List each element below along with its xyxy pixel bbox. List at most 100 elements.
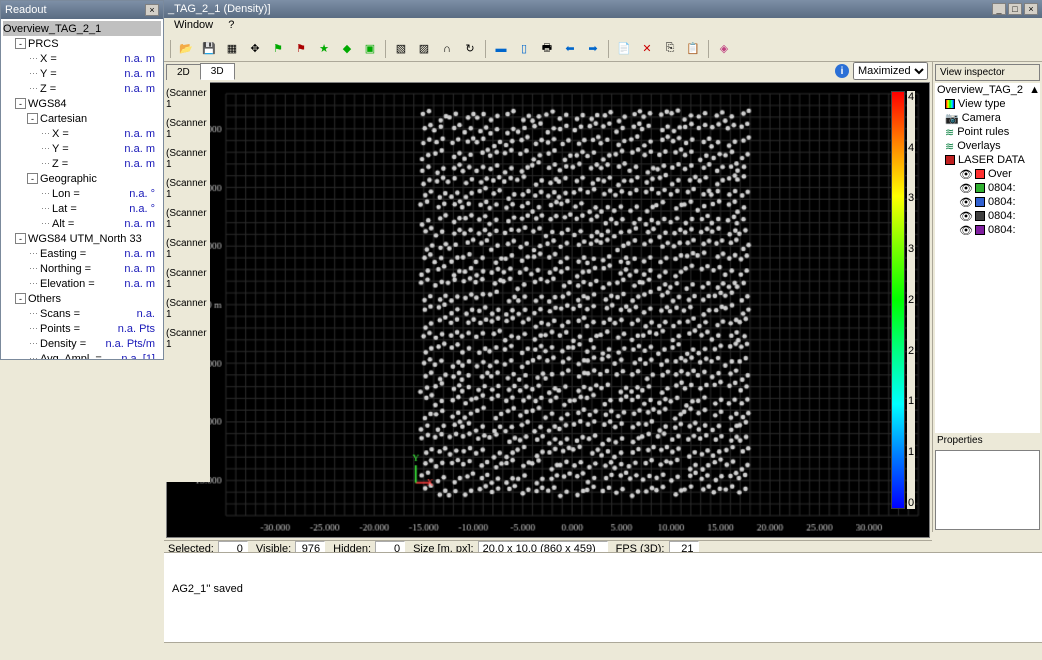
tree-label: WGS84 UTM_North 33 xyxy=(28,233,142,245)
tree-label: Others xyxy=(28,293,61,305)
info-icon[interactable]: i xyxy=(835,64,849,78)
tb-tool1-icon[interactable]: ◆ xyxy=(337,39,357,59)
tree-row[interactable]: -PRCS xyxy=(3,36,161,51)
tree-row[interactable]: ⋯X =n.a. m xyxy=(3,51,161,66)
inspector-item[interactable]: 📷Camera xyxy=(935,111,1040,125)
tree-row[interactable]: ⋯Easting =n.a. m xyxy=(3,246,161,261)
scanner-item[interactable]: (Scanner 1 xyxy=(164,82,210,112)
tree-row[interactable]: ⋯Z =n.a. m xyxy=(3,156,161,171)
tb-chart2-icon[interactable]: ▨ xyxy=(414,39,434,59)
tb-next-icon[interactable]: ➡ xyxy=(583,39,603,59)
tree-row[interactable]: ⋯Y =n.a. m xyxy=(3,66,161,81)
tb-win1-icon[interactable]: ▬ xyxy=(491,39,511,59)
tb-win2-icon[interactable]: ▯ xyxy=(514,39,534,59)
log-panel: AG2_1'' saved xyxy=(164,552,1042,642)
tree-row[interactable]: ⋯Y =n.a. m xyxy=(3,141,161,156)
tree-row[interactable]: ⋯Points =n.a. Pts xyxy=(3,321,161,336)
readout-header[interactable]: Overview_TAG_2_1 xyxy=(3,21,161,36)
inspector-child[interactable]: 👁0804: xyxy=(935,223,1040,237)
colorbar-tick: 4 xyxy=(908,142,914,154)
tree-row[interactable]: ⋯Density =n.a. Pts/m xyxy=(3,336,161,351)
tree-label: Avg. Ampl. = xyxy=(40,353,102,360)
expand-icon[interactable]: - xyxy=(27,113,38,124)
inspector-child[interactable]: 👁Over xyxy=(935,167,1040,181)
tab-2d[interactable]: 2D xyxy=(166,64,201,80)
scanner-item[interactable]: (Scanner 1 xyxy=(164,202,210,232)
tree-row[interactable]: ⋯Elevation =n.a. m xyxy=(3,276,161,291)
scanner-item[interactable]: (Scanner 1 xyxy=(164,262,210,292)
inspector-item[interactable]: LASER DATA xyxy=(935,153,1040,167)
inspector-child[interactable]: 👁0804: xyxy=(935,195,1040,209)
3d-canvas[interactable]: 443322110 xyxy=(166,82,930,538)
colorbar: 443322110 xyxy=(891,91,921,509)
main-close-btn[interactable]: × xyxy=(1024,3,1038,15)
tb-help-icon[interactable]: ◈ xyxy=(714,39,734,59)
tree-row[interactable]: ⋯Northing =n.a. m xyxy=(3,261,161,276)
inspector-item[interactable]: ≋Overlays xyxy=(935,139,1040,153)
tb-save-icon[interactable]: 💾 xyxy=(199,39,219,59)
tb-refresh-icon[interactable]: ↻ xyxy=(460,39,480,59)
tree-row[interactable]: ⋯Lat =n.a. ° xyxy=(3,201,161,216)
tb-open-icon[interactable]: 📂 xyxy=(176,39,196,59)
expand-icon[interactable]: - xyxy=(15,233,26,244)
tree-row[interactable]: -WGS84 UTM_North 33 xyxy=(3,231,161,246)
tree-value: n.a. ° xyxy=(129,203,161,215)
tb-star-icon[interactable]: ★ xyxy=(314,39,334,59)
tree-row[interactable]: ⋯Z =n.a. m xyxy=(3,81,161,96)
tree-row[interactable]: ⋯Avg. Ampl. =n.a. [1] xyxy=(3,351,161,359)
expand-icon[interactable]: - xyxy=(15,293,26,304)
scanner-item[interactable]: (Scanner 1 xyxy=(164,112,210,142)
tree-value: n.a. m xyxy=(124,83,161,95)
colorbar-ticks: 443322110 xyxy=(907,91,915,509)
inspector-item[interactable]: ≋Point rules xyxy=(935,125,1040,139)
readout-close-btn[interactable]: × xyxy=(145,4,159,16)
tb-prev-icon[interactable]: ⬅ xyxy=(560,39,580,59)
tree-value: n.a. ° xyxy=(129,188,161,200)
colorbar-tick: 1 xyxy=(908,395,914,407)
tb-paste-icon[interactable]: 📋 xyxy=(683,39,703,59)
tb-tool2-icon[interactable]: ▣ xyxy=(360,39,380,59)
tb-flag-green-icon[interactable]: ⚑ xyxy=(268,39,288,59)
tree-row[interactable]: -WGS84 xyxy=(3,96,161,111)
tb-doc-icon[interactable]: 📄 xyxy=(614,39,634,59)
scanner-item[interactable]: (Scanner 1 xyxy=(164,142,210,172)
scanner-item[interactable]: (Scanner 1 xyxy=(164,292,210,322)
expand-icon[interactable]: - xyxy=(15,98,26,109)
scanner-item[interactable]: (Scanner 1 xyxy=(164,172,210,202)
tb-copy-icon[interactable]: ⎘ xyxy=(660,39,680,59)
tree-row[interactable]: ⋯Scans =n.a. xyxy=(3,306,161,321)
inspector-root[interactable]: Overview_TAG_2▲ xyxy=(935,83,1040,97)
inspector-child[interactable]: 👁0804: xyxy=(935,181,1040,195)
tb-delete-icon[interactable]: ✕ xyxy=(637,39,657,59)
inspector-child[interactable]: 👁0804: xyxy=(935,209,1040,223)
menu-help[interactable]: ? xyxy=(222,17,240,33)
tree-value: n.a. xyxy=(137,308,161,320)
scanner-item[interactable]: (Scanner 1 xyxy=(164,232,210,262)
tb-flag-red-icon[interactable]: ⚑ xyxy=(291,39,311,59)
tree-row[interactable]: -Others xyxy=(3,291,161,306)
tree-value: n.a. Pts/m xyxy=(105,338,161,350)
scanner-item[interactable]: (Scanner 1 xyxy=(164,322,210,352)
tree-row[interactable]: ⋯Lon =n.a. ° xyxy=(3,186,161,201)
main-min-btn[interactable]: _ xyxy=(992,3,1006,15)
tree-row[interactable]: -Geographic xyxy=(3,171,161,186)
expand-icon[interactable]: - xyxy=(15,38,26,49)
tb-chart-icon[interactable]: ▧ xyxy=(391,39,411,59)
tb-grid-icon[interactable]: ▦ xyxy=(222,39,242,59)
tree-row[interactable]: ⋯X =n.a. m xyxy=(3,126,161,141)
tree-label: Easting = xyxy=(40,248,86,260)
view-mode-select[interactable]: Maximized xyxy=(853,62,928,80)
tab-3d[interactable]: 3D xyxy=(200,63,235,80)
tb-cursor-icon[interactable]: ✥ xyxy=(245,39,265,59)
tb-magnet-icon[interactable]: ∩ xyxy=(437,39,457,59)
tb-print-icon[interactable]: 🖶 xyxy=(537,39,557,59)
toolbar: 📂 💾 ▦ ✥ ⚑ ⚑ ★ ◆ ▣ ▧ ▨ ∩ ↻ ▬ ▯ 🖶 ⬅ ➡ 📄 ✕ … xyxy=(164,36,1042,62)
inspector-tab[interactable]: View inspector xyxy=(935,64,1040,81)
menu-window[interactable]: Window xyxy=(168,17,219,33)
expand-icon[interactable]: - xyxy=(27,173,38,184)
tree-label: Alt = xyxy=(52,218,74,230)
tree-row[interactable]: -Cartesian xyxy=(3,111,161,126)
tree-row[interactable]: ⋯Alt =n.a. m xyxy=(3,216,161,231)
main-max-btn[interactable]: □ xyxy=(1008,3,1022,15)
inspector-item[interactable]: View type xyxy=(935,97,1040,111)
